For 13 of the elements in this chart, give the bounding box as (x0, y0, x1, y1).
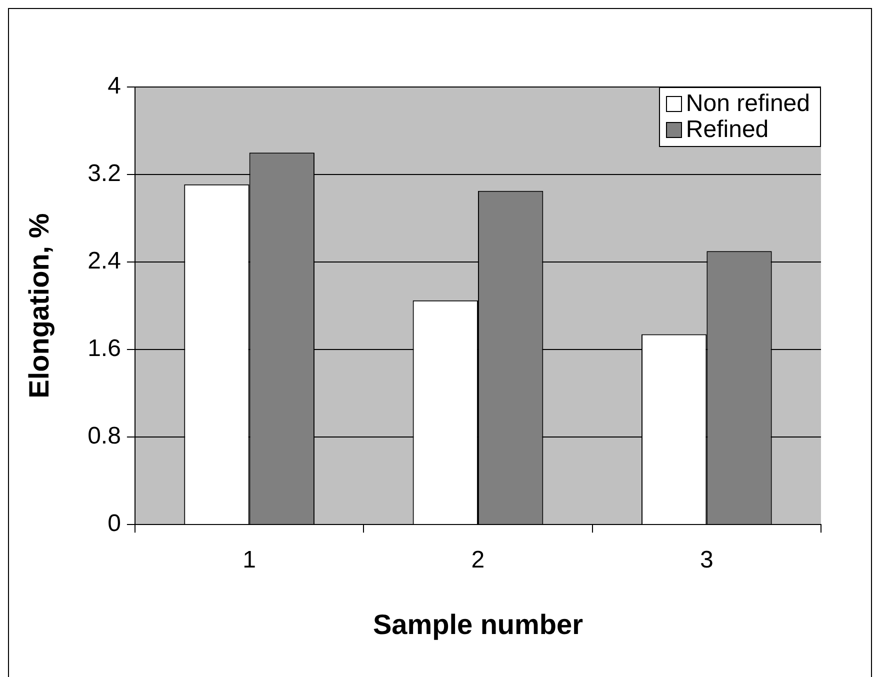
y-tick-label: 0 (108, 510, 121, 538)
x-tick-label: 2 (471, 546, 485, 574)
y-tick-label: 3.2 (88, 160, 121, 188)
x-tick-label: 3 (700, 546, 714, 574)
y-tick-label: 0.8 (88, 422, 121, 450)
y-tick-label: 4 (108, 72, 121, 100)
x-axis-title: Sample number (372, 608, 584, 640)
x-tick-label: 1 (242, 546, 256, 574)
y-tick-label: 2.4 (88, 248, 121, 275)
legend-label: Non refined (686, 90, 810, 118)
legend-label: Refined (686, 116, 769, 144)
y-tick-label: 1.6 (88, 335, 121, 362)
y-axis-title: Elongation, % (24, 213, 55, 398)
